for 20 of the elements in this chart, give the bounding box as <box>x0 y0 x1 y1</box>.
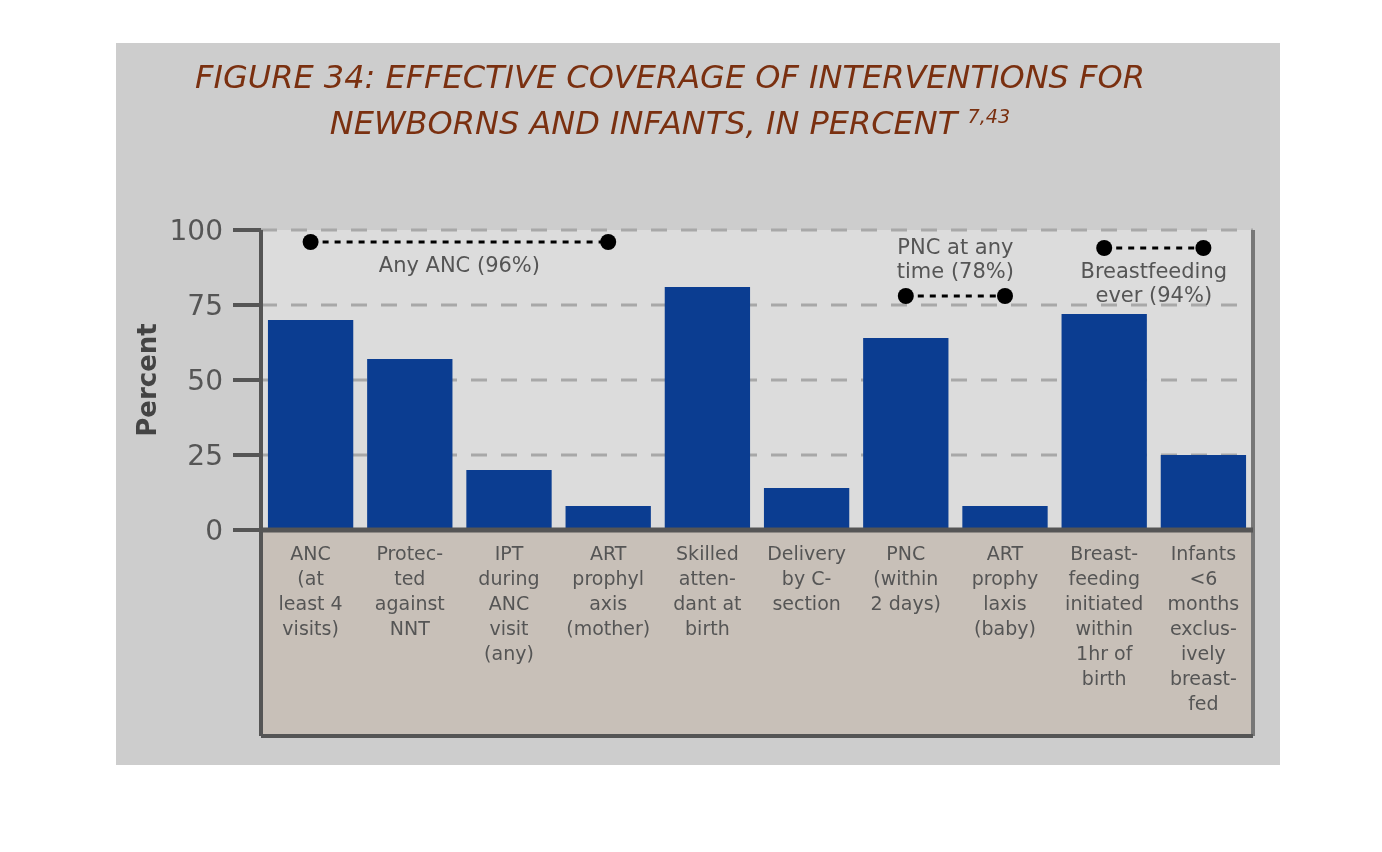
x-tick-label: ART prophy laxis (baby) <box>971 542 1039 639</box>
x-tick-label: PNC (within 2 days) <box>870 542 941 614</box>
x-tick-label: Protec- ted against NNT <box>374 542 445 639</box>
x-tick-label: ANC (at least 4 visits) <box>278 542 343 639</box>
y-tick-label: 0 <box>205 513 223 547</box>
y-tick-label: 50 <box>187 363 223 397</box>
y-tick-label: 100 <box>169 213 223 247</box>
chart-title: FIGURE 34: EFFECTIVE COVERAGE OF INTERVENTIONS FOR NEWBORNS AND INFANTS, IN PERCENT $^{7,43}$ <box>195 58 1145 142</box>
x-tick-label: Skilled atten- dant at birth <box>673 542 742 639</box>
annotation: PNC at any time (78%) <box>896 235 1014 283</box>
y-tick-label: 25 <box>187 438 223 472</box>
x-tick-label: Breast- feeding initiated within 1hr of birth <box>1065 542 1144 689</box>
annotation: Breastfeeding ever (94%) <box>1080 259 1228 307</box>
y-axis-title: Percent <box>132 323 162 437</box>
x-tick-label: ART prophyl axis (mother) <box>566 542 651 639</box>
x-tick-label: IPT during ANC visit (any) <box>478 542 540 664</box>
annotation: Any ANC (96%) <box>378 253 541 277</box>
x-tick-label: Delivery by C- section <box>767 542 847 614</box>
x-tick-label: Infants <6 months exclus- ively breast- fed <box>1167 542 1240 714</box>
y-tick-label: 75 <box>187 288 223 322</box>
